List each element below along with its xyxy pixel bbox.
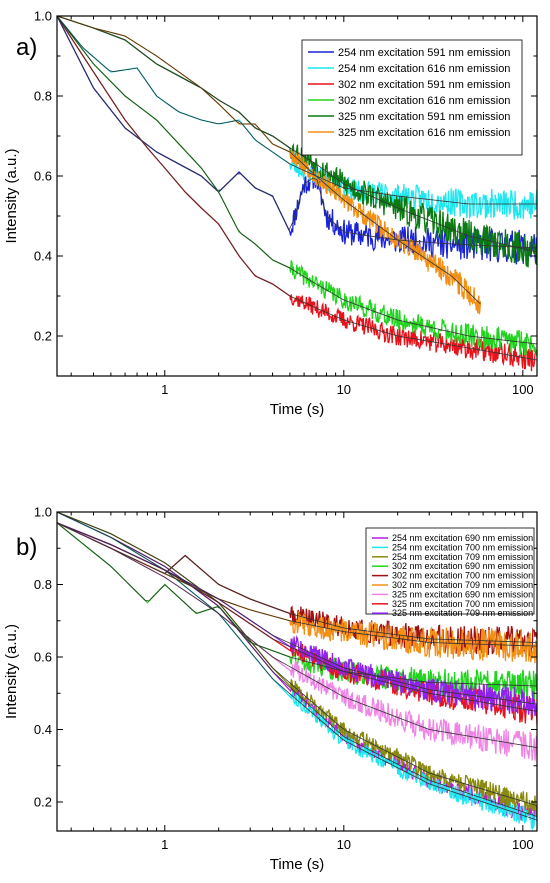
plot-frame (56, 15, 538, 377)
x-tick-label: 10 (337, 382, 351, 397)
series-line-3 (57, 512, 537, 816)
y-axis-title: Intensity (a.u.) (3, 148, 20, 243)
x-tick-label: 10 (337, 837, 351, 852)
legend-entry: 302 nm excitation 591 nm emission (338, 79, 510, 91)
y-tick-label: 0.2 (34, 795, 52, 810)
legend-entry: 254 nm excitation 616 nm emission (338, 63, 510, 75)
series-line-6 (57, 522, 537, 664)
fit-curve-7 (57, 522, 537, 749)
y-tick-label: 0.4 (34, 722, 52, 737)
y-tick-label: 0.8 (34, 577, 52, 592)
y-tick-label: 0.8 (34, 89, 52, 104)
legend-entry: 302 nm excitation 700 nm emission (392, 571, 533, 581)
fit-curve-5 (57, 16, 537, 253)
y-axis-title: Intensity (a.u.) (3, 624, 20, 719)
panel-a: 1 10 100 0.2 0.4 0.6 0.8 1.0 Time (s) Intensity (… (3, 9, 538, 418)
fit-curve-3 (57, 16, 537, 361)
legend-entry: 302 nm excitation 690 nm emission (392, 561, 533, 571)
fit-curve-9 (57, 522, 537, 705)
legend-box (301, 39, 523, 156)
fit-curve-6 (57, 522, 537, 647)
y-tick-label: 0.2 (34, 329, 52, 344)
legend-entry: 254 nm excitation 690 nm emission (392, 533, 533, 543)
x-axis-title: Time (s) (270, 401, 324, 418)
panel-b: 1 10 100 0.2 0.4 0.6 0.8 1.0 Time (s) Intensity (… (3, 505, 538, 873)
x-tick-label: 1 (161, 382, 168, 397)
fit-curve-4 (57, 522, 537, 687)
fit-curve-3 (57, 512, 537, 807)
legend-box (365, 527, 535, 615)
legend-entry: 325 nm excitation 690 nm emission (392, 589, 533, 599)
series-line-3 (57, 16, 537, 372)
series-line-9 (57, 522, 537, 717)
x-tick-label: 100 (512, 837, 534, 852)
y-tick-label: 1.0 (34, 9, 52, 24)
fit-curve-2 (57, 16, 537, 205)
legend-entry: 325 nm excitation 700 nm emission (392, 599, 533, 609)
legend-entry: 302 nm excitation 616 nm emission (338, 95, 510, 107)
plot-frame (56, 511, 538, 832)
y-tick-label: 0.6 (34, 650, 52, 665)
legend: 254 nm excitation 591 nm emission 254 nm … (301, 39, 523, 156)
panel-label: a) (16, 34, 37, 61)
fit-curve-4 (57, 16, 537, 345)
series-line-4 (57, 16, 537, 357)
legend-entry: 302 nm excitation 709 nm emission (392, 580, 533, 590)
fit-curve-1 (57, 512, 537, 817)
legend-entry: 254 nm excitation 709 nm emission (392, 552, 533, 562)
legend-entry: 254 nm excitation 591 nm emission (338, 47, 510, 59)
x-axis-title: Time (s) (270, 856, 324, 873)
fit-curve-2 (57, 512, 537, 821)
series-line-5 (57, 16, 537, 268)
x-tick-label: 100 (512, 382, 534, 397)
y-tick-label: 0.4 (34, 249, 52, 264)
legend-entry: 325 nm excitation 591 nm emission (338, 111, 510, 123)
legend-entry: 254 nm excitation 700 nm emission (392, 542, 533, 552)
fit-curve-1 (57, 16, 537, 249)
x-tick-label: 1 (161, 837, 168, 852)
fit-curve-6 (57, 16, 481, 305)
legend-entry: 325 nm excitation 616 nm emission (338, 127, 510, 139)
series-line-2 (57, 512, 537, 831)
y-tick-label: 1.0 (34, 505, 52, 520)
panel-label: b) (16, 534, 37, 561)
y-tick-label: 0.6 (34, 169, 52, 184)
series-line-7 (57, 522, 537, 761)
legend-entry: 325 nm excitation 709 nm emission (392, 608, 533, 618)
